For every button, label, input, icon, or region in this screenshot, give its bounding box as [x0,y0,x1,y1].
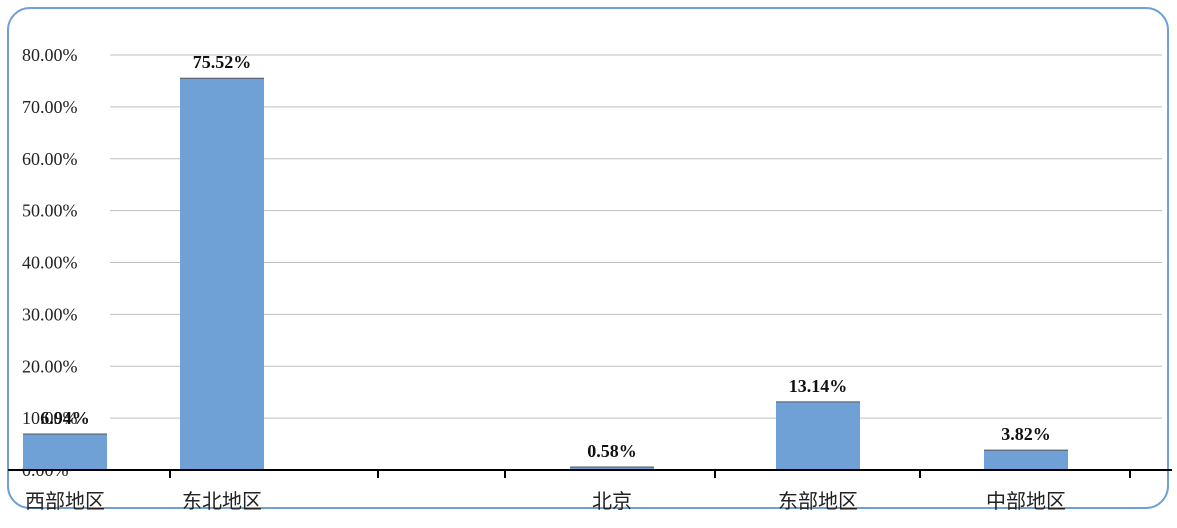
y-tick-label: 20.00% [22,356,78,376]
bar-value-label: 0.58% [587,441,637,461]
chart-frame [7,7,1169,509]
x-category-label: 北京 [592,489,632,513]
y-tick-label: 10.00% [22,408,78,428]
y-tick-label: 50.00% [22,201,78,221]
x-category-label: 中部地区 [986,489,1066,513]
y-tick-label: 40.00% [22,253,78,273]
x-axis-category-labels: 西部地区 东北地区 北京 东部地区 中部地区 [25,470,1131,513]
bar-value-label: 3.82% [1001,424,1051,444]
bars [23,78,1068,471]
y-tick-label: 70.00% [22,97,78,117]
bar-value-label: 13.14% [789,376,848,396]
bar-value-label: 6.94% [40,408,90,428]
y-tick-label: 60.00% [22,149,78,169]
bar [23,433,107,470]
bar [776,401,860,470]
bar [984,450,1068,470]
y-tick-label: 80.00% [22,45,78,65]
y-tick-label: 30.00% [22,304,78,324]
data-labels: 6.94% 75.52% 0.58% 13.14% 3.82% [23,52,1068,468]
bar [180,78,264,471]
x-category-label: 东北地区 [182,489,262,513]
gridlines [110,54,1162,419]
bar-value-label: 75.52% [193,52,252,72]
x-category-label: 东部地区 [778,489,858,513]
x-category-label: 西部地区 [25,489,105,513]
bar [570,466,654,470]
